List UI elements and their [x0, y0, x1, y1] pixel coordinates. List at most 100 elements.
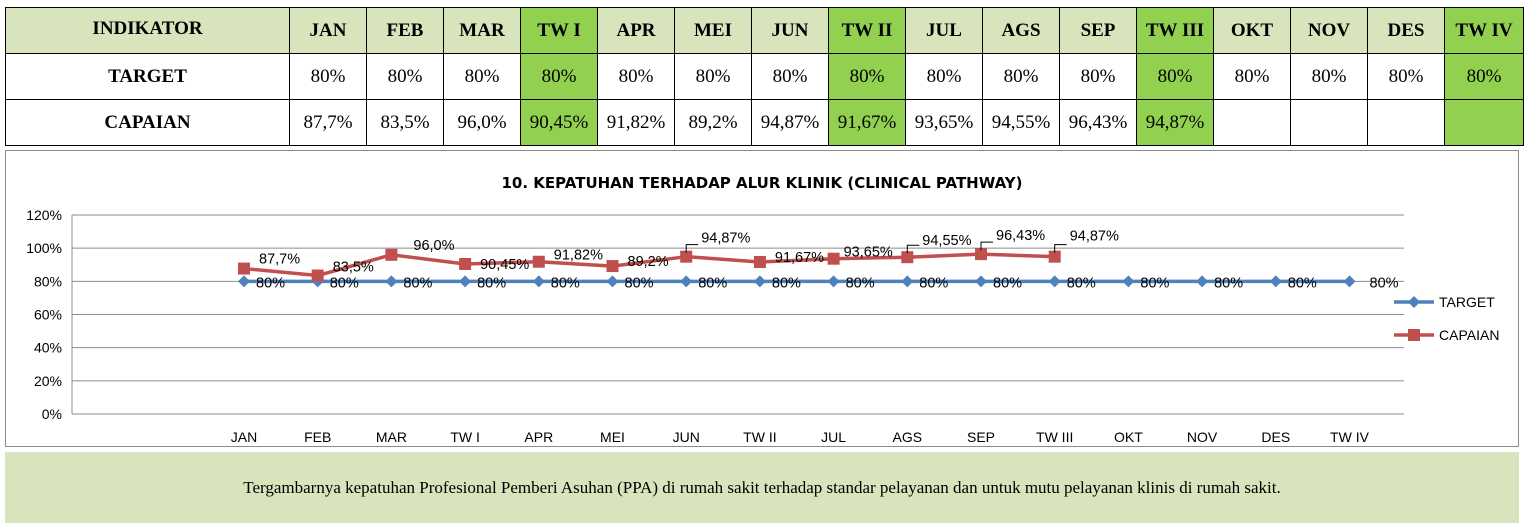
- table-cell: 91,82%: [597, 99, 675, 146]
- description-text: Tergambarnya kepatuhan Profesional Pembe…: [243, 477, 1281, 497]
- data-point-capaian: [901, 251, 914, 264]
- table-cell: 80%: [1290, 53, 1368, 100]
- data-point-capaian: [827, 252, 840, 265]
- data-point-target: [1122, 275, 1135, 288]
- data-label-target: 80%: [1214, 275, 1243, 291]
- x-tick-label: JUL: [821, 429, 846, 445]
- data-label-target: 80%: [846, 275, 875, 291]
- table-cell: 94,87%: [751, 99, 829, 146]
- data-point-target: [680, 275, 693, 288]
- month-header: JAN: [289, 7, 367, 54]
- data-point-target: [1343, 275, 1356, 288]
- data-label-target: 80%: [330, 275, 359, 291]
- data-point-capaian: [385, 248, 398, 261]
- data-point-target: [532, 275, 545, 288]
- table-cell: 90,45%: [520, 99, 598, 146]
- data-point-capaian: [311, 269, 324, 282]
- table-cell: 93,65%: [905, 99, 983, 146]
- data-point-capaian: [1048, 250, 1061, 263]
- label-leader: [980, 241, 993, 251]
- month-header: AGS: [982, 7, 1060, 54]
- x-tick-label: AGS: [893, 429, 923, 445]
- table-cell: 80%: [443, 53, 521, 100]
- data-label-target: 80%: [772, 275, 801, 291]
- data-label-target: 80%: [1067, 275, 1096, 291]
- y-tick-label: 20%: [34, 373, 62, 389]
- legend-marker-target: [1408, 296, 1420, 308]
- table-header-row: INDIKATOR JAN FEB MAR TW I APR MEI JUN TW II JUL A…: [5, 7, 1524, 54]
- label-leader: [906, 244, 920, 254]
- table-cell: 80%: [366, 53, 444, 100]
- data-point-capaian: [606, 260, 619, 273]
- month-header: NOV: [1290, 7, 1368, 54]
- label-leader: [1054, 244, 1067, 253]
- data-point-target: [975, 275, 987, 288]
- x-tick-label: FEB: [304, 429, 331, 445]
- table-cell: 80%: [1213, 53, 1291, 100]
- x-tick-label: MEI: [600, 429, 625, 445]
- y-tick-label: 0%: [42, 406, 62, 422]
- month-header: MEI: [674, 7, 752, 54]
- x-tick-label: TW II: [743, 429, 776, 445]
- data-label-target: 80%: [551, 275, 580, 291]
- x-tick-label: TW III: [1036, 429, 1073, 445]
- month-header: MAR: [443, 7, 521, 54]
- table-cell: 80%: [289, 53, 367, 100]
- legend-label-target: TARGET: [1439, 294, 1495, 310]
- data-point-target: [753, 275, 766, 288]
- data-point-target: [1196, 275, 1209, 288]
- table-cell: 96,43%: [1059, 99, 1137, 146]
- table-cell: 80%: [1444, 53, 1524, 100]
- data-point-capaian: [975, 248, 987, 261]
- data-point-capaian: [238, 262, 250, 275]
- data-label-target: 80%: [1370, 275, 1399, 291]
- month-header: APR: [597, 7, 675, 54]
- month-header: TW I: [520, 7, 598, 54]
- data-label-capaian: 94,87%: [1070, 229, 1119, 245]
- month-header: TW IV: [1444, 7, 1524, 54]
- description-note: Tergambarnya kepatuhan Profesional Pembe…: [5, 452, 1519, 523]
- label-leader: [685, 244, 699, 253]
- data-point-capaian: [753, 255, 766, 268]
- indicator-header: INDIKATOR: [5, 7, 290, 54]
- table-cell: 83,5%: [366, 99, 444, 146]
- table-cell: 80%: [1059, 53, 1137, 100]
- line-chart: 10. KEPATUHAN TERHADAP ALUR KLINIK (CLIN…: [26, 174, 1499, 445]
- table-cell: 80%: [751, 53, 829, 100]
- table-cell: 80%: [982, 53, 1060, 100]
- x-tick-label: TW I: [450, 429, 480, 445]
- data-label-target: 80%: [993, 275, 1022, 291]
- table-cell: 94,87%: [1136, 99, 1214, 146]
- month-header: OKT: [1213, 7, 1291, 54]
- x-tick-label: TW IV: [1330, 429, 1370, 445]
- table-cell: 96,0%: [443, 99, 521, 146]
- data-point-target: [827, 275, 840, 288]
- y-tick-label: 60%: [34, 307, 62, 323]
- data-point-capaian: [532, 255, 545, 268]
- month-header: DES: [1367, 7, 1445, 54]
- table-row-target: TARGET 80% 80% 80% 80% 80% 80% 80% 80% 80% 80% 80% 8…: [5, 53, 1524, 100]
- legend-marker-capaian: [1408, 329, 1420, 341]
- data-label-capaian: 93,65%: [844, 245, 893, 261]
- table-cell: [1444, 99, 1524, 146]
- x-tick-label: MAR: [376, 429, 407, 445]
- x-tick-label: JAN: [231, 429, 257, 445]
- table-cell: [1213, 99, 1291, 146]
- month-header: TW II: [828, 7, 906, 54]
- series-line-capaian: [243, 252, 1055, 278]
- data-point-target: [238, 275, 250, 288]
- x-tick-label: DES: [1261, 429, 1290, 445]
- data-point-target: [459, 275, 472, 288]
- x-tick-label: SEP: [967, 429, 995, 445]
- table-cell: [1367, 99, 1445, 146]
- table-cell: [1290, 99, 1368, 146]
- data-point-target: [606, 275, 619, 288]
- y-tick-label: 80%: [34, 273, 62, 289]
- data-label-target: 80%: [1288, 275, 1317, 291]
- x-tick-label: NOV: [1187, 429, 1218, 445]
- data-label-capaian: 96,43%: [996, 228, 1045, 244]
- month-header: FEB: [366, 7, 444, 54]
- table-cell: 80%: [674, 53, 752, 100]
- table-row-capaian: CAPAIAN 87,7% 83,5% 96,0% 90,45% 91,82% 89,2% 9…: [5, 99, 1524, 146]
- data-label-capaian: 91,82%: [554, 248, 603, 264]
